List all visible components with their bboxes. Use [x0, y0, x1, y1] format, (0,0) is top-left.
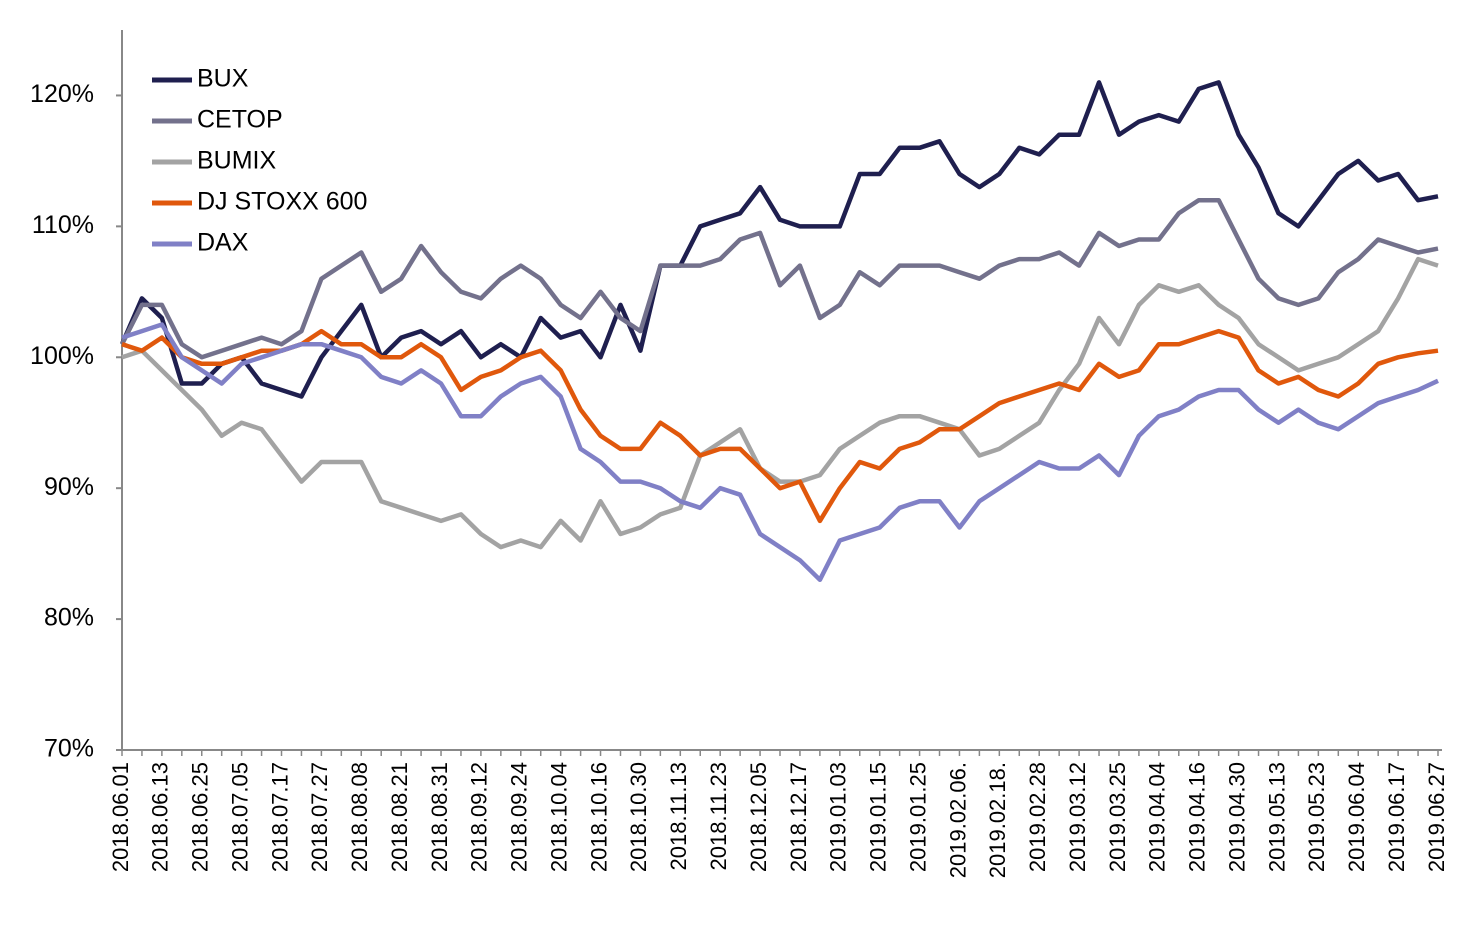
x-tick-label: 2019.04.04 — [1145, 762, 1170, 872]
x-tick-label: 2019.04.16 — [1185, 762, 1210, 872]
x-tick-label: 2018.10.16 — [586, 762, 611, 872]
x-tick-label: 2019.01.25 — [905, 762, 930, 872]
x-tick-label: 2019.06.17 — [1384, 762, 1409, 872]
legend-label: BUX — [197, 65, 249, 93]
series-line — [121, 322, 1439, 583]
legend-label: DJ STOXX 600 — [197, 188, 367, 216]
x-tick-label: 2018.07.05 — [227, 762, 252, 872]
x-tick-label: 2018.07.17 — [267, 762, 292, 872]
x-tick-label: 2019.01.03 — [826, 762, 851, 872]
x-tick-label: 2019.02.06. — [945, 762, 970, 878]
x-tick-label: 2019.06.27 — [1424, 762, 1449, 872]
y-tick-label: 80% — [44, 604, 94, 632]
x-tick-label: 2018.08.21 — [387, 762, 412, 872]
legend-label: BUMIX — [197, 147, 277, 175]
x-tick-label: 2018.06.25 — [188, 762, 213, 872]
legend-label: DAX — [197, 229, 249, 257]
x-tick-label: 2018.09.12 — [467, 762, 492, 872]
x-tick-label: 2018.11.13 — [666, 762, 691, 870]
x-tick-label: 2018.12.17 — [786, 762, 811, 872]
legend-label: CETOP — [197, 106, 283, 134]
series-line — [119, 80, 1439, 399]
x-tick-label: 2019.02.18. — [985, 762, 1010, 878]
x-tick-label: 2019.06.04 — [1344, 762, 1369, 872]
series-line — [119, 197, 1439, 360]
series-line — [121, 256, 1439, 550]
y-tick-label: 110% — [32, 211, 94, 239]
x-tick-label: 2018.10.04 — [546, 762, 571, 872]
x-tick-label: 2019.05.23 — [1304, 762, 1329, 872]
x-tick-label: 2019.05.13 — [1264, 762, 1289, 872]
x-tick-label: 2019.02.28 — [1025, 762, 1050, 872]
x-tick-label: 2019.03.25 — [1105, 762, 1130, 872]
x-tick-label: 2018.07.27 — [307, 762, 332, 872]
x-tick-label: 2019.01.15 — [866, 762, 891, 872]
y-tick-label: 120% — [30, 80, 94, 108]
y-tick-label: 70% — [44, 735, 94, 763]
x-tick-label: 2018.09.24 — [507, 762, 532, 872]
x-tick-label: 2018.10.30 — [626, 762, 651, 872]
x-tick-label: 2018.11.23 — [706, 762, 731, 870]
x-tick-label: 2018.12.05 — [746, 762, 771, 872]
series-line — [121, 328, 1439, 524]
y-tick-label: 100% — [30, 342, 94, 370]
x-tick-label: 2019.04.30 — [1224, 762, 1249, 872]
x-tick-label: 2018.06.13 — [148, 762, 173, 872]
x-tick-label: 2018.08.08 — [347, 762, 372, 872]
x-tick-label: 2018.08.31 — [427, 762, 452, 872]
x-tick-label: 2018.06.01 — [108, 762, 133, 872]
y-tick-label: 90% — [44, 473, 94, 501]
x-tick-label: 2019.03.12 — [1065, 762, 1090, 872]
